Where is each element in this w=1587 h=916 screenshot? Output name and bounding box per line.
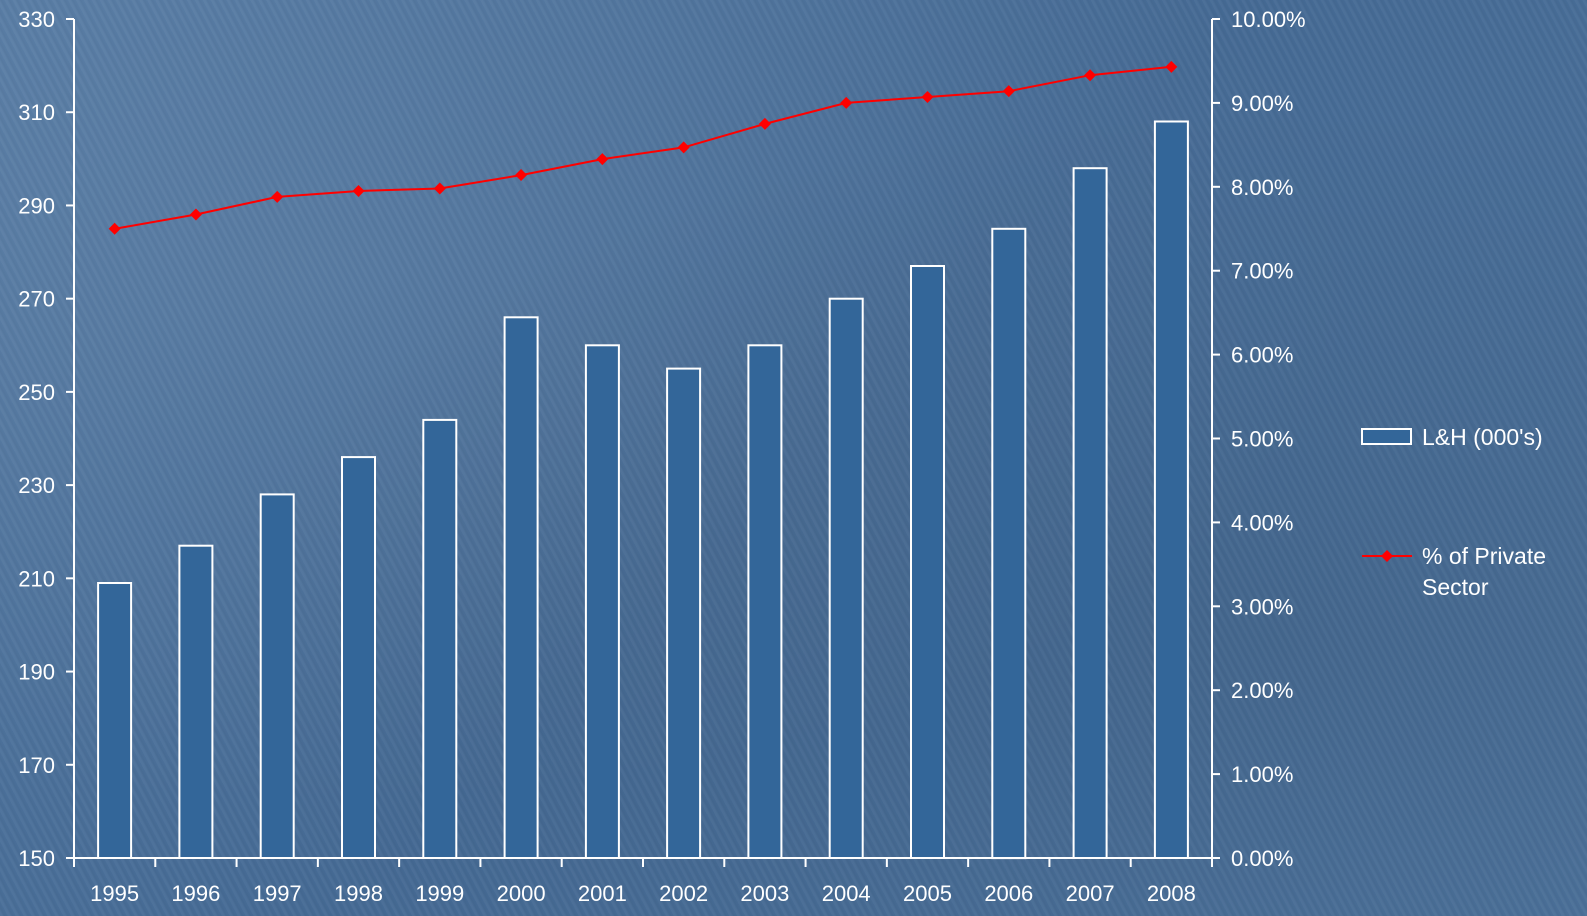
x-tick-label: 2004: [822, 881, 871, 906]
y-right-tick-label: 0.00%: [1231, 846, 1293, 871]
y-right-tick-label: 8.00%: [1231, 175, 1293, 200]
x-tick-label: 1995: [90, 881, 139, 906]
x-tick-label: 2001: [578, 881, 627, 906]
x-tick-label: 2005: [903, 881, 952, 906]
y-right-tick-label: 5.00%: [1231, 427, 1293, 452]
y-right-tick-label: 1.00%: [1231, 762, 1293, 787]
line-point: [1165, 60, 1178, 73]
line-point: [1084, 69, 1097, 82]
line-point: [758, 117, 771, 130]
y-right-tick-label: 3.00%: [1231, 594, 1293, 619]
line-point: [921, 91, 934, 104]
line-point: [108, 222, 121, 235]
x-tick-label: 1998: [334, 881, 383, 906]
line-series: [108, 60, 1178, 235]
line-point: [189, 208, 202, 221]
y-right-tick-label: 7.00%: [1231, 259, 1293, 284]
bar: [747, 344, 783, 859]
y-left-tick-label: 330: [18, 7, 55, 32]
y-right-tick-label: 9.00%: [1231, 91, 1293, 116]
x-tick-label: 2000: [497, 881, 546, 906]
legend-label: L&H (000's): [1422, 424, 1543, 450]
legend-swatch-marker: [1381, 550, 1393, 562]
y-right-tick-label: 6.00%: [1231, 343, 1293, 368]
line-point: [596, 153, 609, 166]
y-left-tick-label: 210: [18, 566, 55, 591]
x-tick-label: 2007: [1066, 881, 1115, 906]
bar: [341, 456, 376, 859]
bar: [97, 582, 133, 859]
series-line: [114, 65, 1172, 230]
y-right-tick-label: 2.00%: [1231, 678, 1293, 703]
x-tick-label: 2002: [659, 881, 708, 906]
y-left-tick-label: 190: [18, 660, 55, 685]
legend-label: % of Private: [1422, 543, 1546, 569]
y-right-tick-label: 10.00%: [1231, 7, 1306, 32]
bar: [259, 493, 295, 859]
legend-swatch-bar: [1361, 428, 1412, 445]
y-left-tick-label: 290: [18, 193, 55, 218]
line-point: [1002, 85, 1015, 98]
line-point: [677, 141, 690, 154]
y-right-tick-label: 4.00%: [1231, 510, 1293, 535]
line-point: [433, 182, 446, 195]
y-left-tick-label: 170: [18, 753, 55, 778]
bar: [422, 418, 458, 859]
bar: [828, 297, 864, 859]
x-tick-label: 1999: [415, 881, 464, 906]
bar: [1072, 167, 1108, 859]
y-left-tick-label: 270: [18, 287, 55, 312]
bar: [584, 344, 620, 859]
bar: [910, 265, 945, 859]
y-left-tick-label: 310: [18, 100, 55, 125]
line-point: [840, 96, 853, 109]
x-tick-label: 1996: [171, 881, 220, 906]
x-tick-label: 2003: [740, 881, 789, 906]
bar-series: [97, 120, 1189, 860]
x-tick-label: 2006: [984, 881, 1033, 906]
y-left-tick-label: 250: [18, 380, 55, 405]
bar: [503, 316, 539, 859]
x-tick-label: 1997: [253, 881, 302, 906]
bar: [666, 367, 702, 859]
legend-label: Sector: [1422, 574, 1489, 600]
y-left-tick-label: 230: [18, 473, 55, 498]
legend: L&H (000's) % of Private Sector: [1361, 424, 1546, 600]
y-left-tick-label: 150: [18, 846, 55, 871]
line-point: [352, 184, 365, 197]
axes: 150 170 190 210 230 250 270 290 310 330 0.00% 1.00%…: [18, 7, 1305, 906]
bar: [178, 544, 214, 859]
line-point: [271, 190, 284, 203]
x-tick-label: 2008: [1147, 881, 1196, 906]
bar: [1153, 120, 1189, 859]
bar: [991, 227, 1027, 860]
line-point: [515, 169, 528, 182]
